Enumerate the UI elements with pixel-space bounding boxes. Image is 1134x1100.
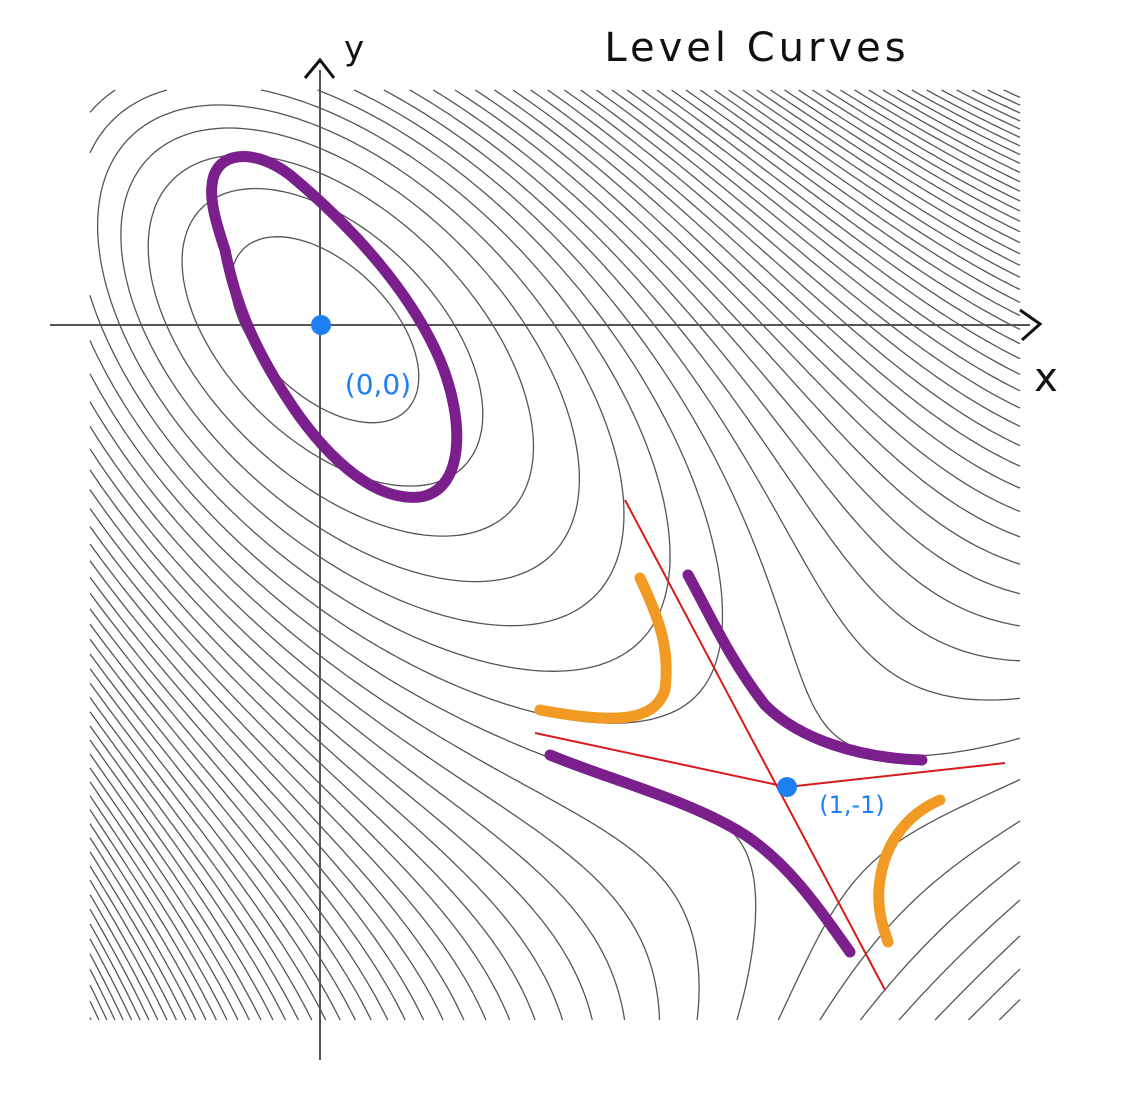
level-curve (89, 89, 1021, 1021)
saddle-level-curve (682, 569, 928, 766)
level-curve (89, 89, 1021, 1021)
level-curve (147, 154, 1021, 1021)
level-curve (89, 89, 1021, 1021)
critical-point (777, 777, 797, 797)
level-curves (89, 89, 1021, 1021)
level-curve (89, 89, 1021, 1021)
saddle-line (624, 499, 886, 991)
level-curve (89, 89, 1021, 1021)
x-arrow (1019, 308, 1043, 342)
level-curve (89, 89, 1021, 1021)
level-curve (89, 89, 1021, 1021)
point-label: (1,-1) (819, 791, 885, 819)
min-level-curve (206, 151, 463, 503)
level-curve (89, 89, 1021, 1021)
level-curve (89, 89, 1021, 1021)
level-curve (89, 89, 1021, 1021)
level-curve (89, 89, 1021, 1021)
critical-point (311, 315, 331, 335)
level-curve (181, 187, 1021, 1021)
level-curve (120, 127, 1021, 1021)
orange-level-curve (534, 572, 672, 724)
orange-level-curve (873, 794, 946, 948)
level-curve (89, 89, 1021, 1021)
y-arrow (303, 57, 336, 79)
level-curve (89, 89, 1021, 1021)
level-curve (89, 89, 1021, 1021)
level-curve (89, 89, 1021, 1021)
level-curve (89, 89, 1021, 1021)
level-curve (89, 89, 1021, 1021)
level-curve (89, 89, 1021, 1021)
level-curve (89, 89, 1021, 1021)
level-curve (89, 89, 1021, 1021)
level-curve (89, 89, 1021, 1021)
level-curve (89, 89, 1021, 1021)
level-curve (89, 89, 1021, 1021)
level-curve (89, 89, 1021, 1021)
level-curve (89, 89, 1021, 1021)
level-curve (89, 89, 1021, 1021)
level-curve (89, 89, 1021, 1021)
level-curve (89, 89, 1021, 1021)
level-curve (89, 89, 1021, 1021)
level-curve (96, 104, 1021, 1021)
level-curve (89, 89, 1021, 1021)
x-axis-label: x (1034, 355, 1058, 401)
level-curve (89, 89, 1021, 1021)
level-curve (89, 89, 1021, 1021)
y-axis-label: y (344, 29, 364, 69)
level-curve (89, 89, 1021, 1021)
level-curve (89, 89, 1021, 1021)
saddle-level-curve (544, 749, 856, 958)
level-curve (89, 89, 1021, 1021)
title: Level Curves (604, 25, 909, 71)
level-curve (89, 89, 1021, 1021)
level-curve (89, 89, 1021, 1021)
level-curve (89, 89, 1021, 1021)
level-curve (89, 89, 1021, 1021)
level-curve (89, 89, 1021, 1021)
point-label: (0,0) (345, 368, 411, 401)
level-curve (89, 89, 1021, 1021)
